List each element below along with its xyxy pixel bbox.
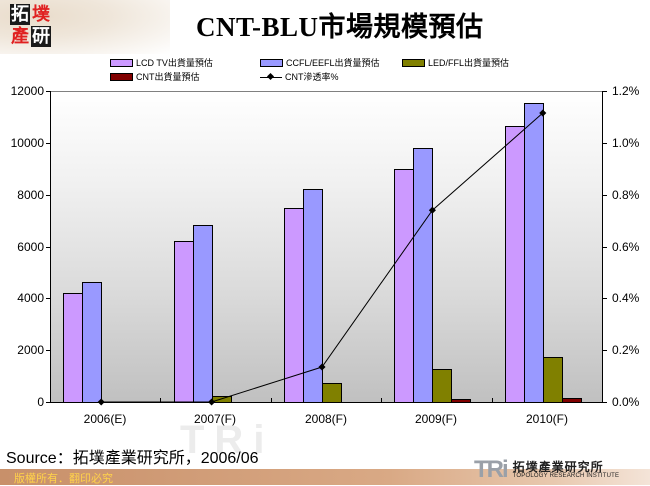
axis-tick — [46, 194, 51, 196]
axis-tick — [602, 350, 607, 352]
y2-tick-label: 0.6% — [612, 240, 640, 254]
x-tick-label: 2010(F) — [525, 412, 569, 426]
axis-tick — [160, 398, 162, 402]
axis-tick — [46, 402, 51, 403]
axis-tick — [602, 298, 607, 300]
bar — [413, 148, 434, 403]
legend-label: CCFL/EEFL出貨量預估 — [286, 58, 380, 68]
x-tick-label: 2008(F) — [304, 412, 348, 426]
axis-tick — [602, 246, 607, 248]
source-note: Source：拓墣產業研究所，2006/06 — [6, 450, 259, 467]
bar — [523, 103, 544, 403]
axis-tick — [491, 398, 493, 402]
legend-item-cnt: CNT出貨量預估 — [110, 70, 200, 83]
y2-tick-label: 1.2% — [612, 84, 640, 98]
footer-bar — [0, 469, 650, 485]
y2-tick-label: 0.2% — [612, 343, 640, 357]
bar — [432, 369, 453, 403]
tri-mark-text: TRi — [474, 456, 509, 483]
axis-tick — [602, 194, 607, 196]
y2-tick-label: 0.8% — [612, 188, 640, 202]
logo-char: 研 — [31, 26, 51, 47]
logo-char: 產 — [11, 26, 29, 47]
bar — [542, 356, 563, 403]
bar — [63, 293, 84, 403]
axis-tick — [46, 246, 51, 248]
y-tick-label: 4000 — [17, 291, 44, 305]
y-tick-label: 6000 — [17, 240, 44, 254]
legend-item-ccfl: CCFL/EEFL出貨量預估 — [260, 56, 380, 69]
tri-mark: TRi — [474, 456, 509, 484]
axis-tick — [602, 402, 607, 403]
tri-brand-en: TOPOLOGY RESEARCH INSTITUTE — [512, 473, 620, 479]
page-title: CNT-BLU市場規模預估 — [196, 12, 484, 42]
legend-swatch — [110, 58, 133, 67]
axis-tick — [270, 398, 272, 402]
axis-tick — [46, 142, 51, 144]
x-tick-label: 2007(F) — [193, 412, 237, 426]
y2-tick-label: 0.0% — [612, 395, 640, 409]
tri-text: 拓墣產業研究所 TOPOLOGY RESEARCH INSTITUTE — [513, 461, 620, 479]
legend-swatch — [110, 72, 133, 81]
tri-logo: 拓 墣 產 研 — [10, 4, 52, 48]
bar — [322, 383, 342, 403]
axis-tick — [602, 91, 607, 92]
axis-tick — [602, 142, 607, 144]
y-tick-label: 12000 — [10, 84, 44, 98]
logo-char: 墣 — [32, 4, 50, 25]
legend-label: CNT滲透率% — [285, 72, 339, 82]
bar — [173, 241, 194, 403]
copyright-notice: 版權所有．翻印必究 — [14, 473, 113, 485]
y-tick-label: 2000 — [17, 343, 44, 357]
axis-tick — [46, 350, 51, 352]
axis-tick — [381, 398, 383, 402]
axis-tick — [46, 91, 51, 92]
bar — [192, 224, 213, 403]
legend-item-cnt-rate: CNT滲透率% — [260, 70, 339, 83]
bar — [394, 168, 415, 403]
legend-swatch — [260, 58, 283, 67]
legend-item-led: LED/FFL出貨量預估 — [402, 56, 509, 69]
legend-label: LCD TV出貨量預估 — [136, 58, 213, 68]
watermark: TRi — [180, 418, 275, 462]
bar — [284, 207, 304, 403]
y-tick-label: 8000 — [17, 188, 44, 202]
tri-brand-cn: 拓墣產業研究所 — [512, 460, 604, 474]
logo-char: 拓 — [10, 4, 30, 25]
x-tick-label: 2006(E) — [83, 412, 127, 426]
legend-swatch — [402, 58, 425, 67]
legend-line-marker-icon — [260, 73, 282, 81]
y2-tick-label: 1.0% — [612, 136, 640, 150]
y-tick-label: 10000 — [10, 136, 44, 150]
tri-brand-logo: TRi 拓墣產業研究所 TOPOLOGY RESEARCH INSTITUTE — [474, 456, 619, 484]
legend-item-lcd: LCD TV出貨量預估 — [110, 56, 213, 69]
y2-tick-label: 0.4% — [612, 291, 640, 305]
x-tick-label: 2009(F) — [414, 412, 458, 426]
legend-label: CNT出貨量預估 — [136, 72, 200, 82]
bar — [82, 282, 103, 403]
axis-tick — [46, 298, 51, 300]
legend-label: LED/FFL出貨量預估 — [428, 58, 510, 68]
y-tick-label: 0 — [37, 395, 44, 409]
bar — [504, 125, 525, 403]
chart-legend: LCD TV出貨量預估 CCFL/EEFL出貨量預估 LED/FFL出貨量預估 … — [110, 56, 530, 84]
bar — [303, 189, 323, 403]
x-axis — [50, 402, 603, 403]
